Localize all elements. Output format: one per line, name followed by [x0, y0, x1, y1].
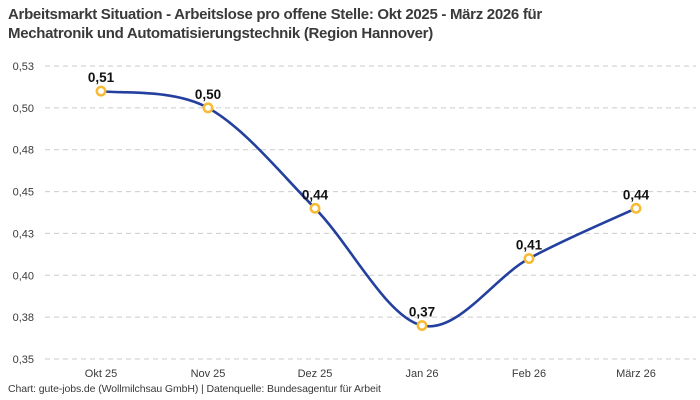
- x-tick-label: Nov 25: [191, 368, 226, 380]
- data-point-marker: [309, 202, 321, 214]
- x-tick-label: Okt 25: [85, 368, 117, 380]
- data-point-label: 0,44: [302, 187, 329, 202]
- chart-title-line-2: Mechatronik und Automatisierungstechnik …: [8, 25, 433, 42]
- data-point-marker: [523, 253, 535, 264]
- y-tick-label: 0,53: [13, 61, 34, 73]
- data-point-label: 0,41: [516, 238, 543, 253]
- y-tick-label: 0,50: [13, 103, 34, 115]
- x-tick-label: Feb 26: [512, 368, 546, 380]
- x-tick-label: Jan 26: [405, 368, 438, 380]
- chart-title-line-1: Arbeitsmarkt Situation - Arbeitslose pro…: [8, 6, 542, 23]
- chart-title: Arbeitsmarkt Situation - Arbeitslose pro…: [8, 5, 542, 43]
- data-point-marker: [630, 202, 642, 214]
- y-tick-label: 0,45: [13, 187, 34, 199]
- y-tick-label: 0,38: [13, 312, 34, 324]
- data-point-marker: [95, 85, 107, 97]
- data-point-label: 0,50: [195, 87, 221, 102]
- x-tick-label: Dez 25: [298, 368, 333, 380]
- y-tick-label: 0,48: [13, 145, 34, 157]
- data-point-label: 0,44: [623, 187, 650, 202]
- y-tick-label: 0,43: [13, 228, 34, 240]
- data-point-label: 0,37: [409, 305, 435, 320]
- x-tick-label: März 26: [616, 368, 656, 380]
- data-point-marker: [202, 102, 214, 114]
- series-line: [99, 89, 638, 328]
- y-tick-label: 0,40: [13, 270, 34, 282]
- chart-source-attribution: Chart: gute-jobs.de (Wollmilchsau GmbH) …: [8, 383, 381, 395]
- data-point-marker: [416, 320, 428, 331]
- y-tick-label: 0,35: [13, 354, 34, 366]
- data-point-label: 0,51: [88, 70, 115, 85]
